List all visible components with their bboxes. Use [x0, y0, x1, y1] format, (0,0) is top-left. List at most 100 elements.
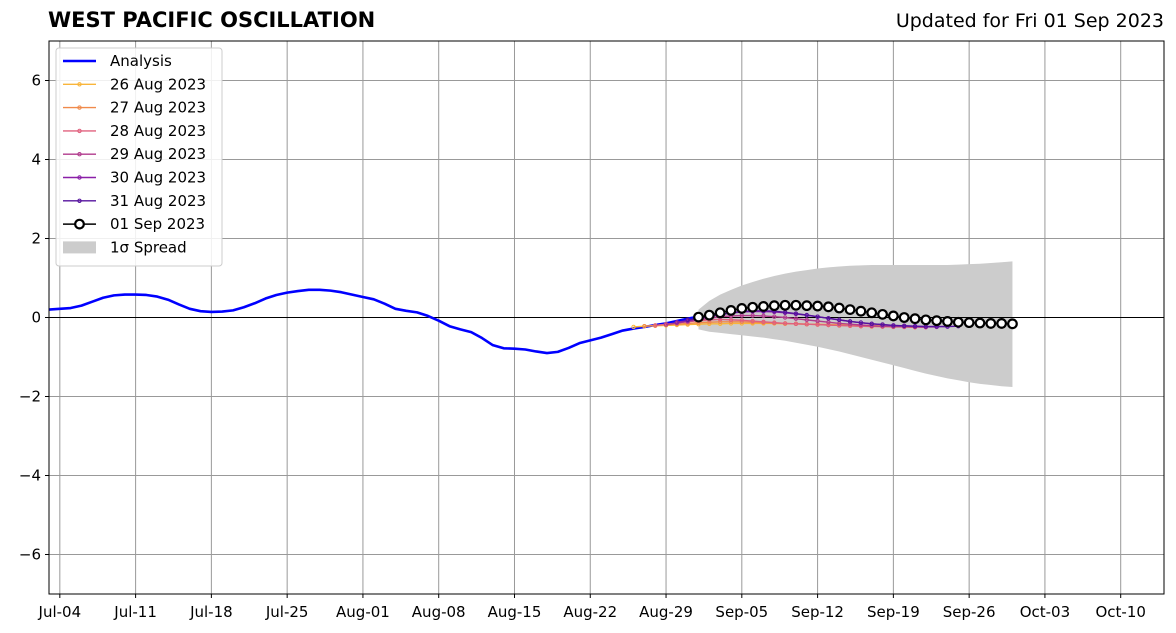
forecast-point [833, 302, 845, 314]
forecast-point [815, 318, 820, 324]
forecast-point [942, 316, 953, 327]
x-tick-label: Aug-08 [412, 603, 466, 621]
analysis-line [49, 288, 699, 355]
forecast-point [837, 317, 842, 323]
forecast-point [880, 322, 885, 327]
y-tick-label: 0 [31, 309, 41, 327]
forecast-point [912, 323, 918, 329]
forecast-point [931, 315, 943, 327]
forecast-point [631, 324, 636, 330]
y-tick-label: −6 [19, 546, 41, 564]
legend-label: 1σ Spread [110, 238, 187, 256]
forecast-point [898, 312, 910, 323]
legend-marker [77, 175, 82, 180]
forecast-point [920, 314, 932, 326]
legend-marker [77, 152, 82, 157]
forecast-point [891, 323, 896, 328]
forecast-point [772, 314, 777, 319]
x-tick-label: Aug-22 [563, 603, 617, 621]
chart-subtitle: Updated for Fri 01 Sep 2023 [895, 10, 1164, 32]
forecast-point [826, 316, 831, 321]
x-tick-label: Sep-26 [943, 603, 996, 621]
forecast-point [793, 311, 799, 316]
x-tick-label: Jul-11 [113, 603, 157, 621]
forecast-point [804, 322, 809, 327]
y-tick-label: 6 [31, 72, 41, 90]
forecast-point [801, 300, 813, 312]
forecast-point [758, 301, 769, 312]
x-tick-label: Sep-12 [791, 603, 844, 621]
legend-marker [74, 218, 85, 230]
forecast-point [963, 317, 975, 329]
legend-swatch-spread [63, 241, 96, 254]
forecast-point [782, 310, 788, 315]
forecast-point [761, 313, 766, 319]
forecast-point [823, 301, 834, 313]
legend-marker [77, 82, 82, 87]
forecast-point [855, 305, 867, 317]
forecast-point [847, 319, 853, 324]
forecast-point [858, 320, 864, 325]
x-tick-label: Jul-04 [38, 603, 82, 621]
forecast-point [736, 303, 748, 314]
legend-marker [77, 128, 82, 134]
legend-label: Analysis [110, 52, 172, 70]
forecast-point [869, 321, 874, 327]
forecast-point [866, 307, 878, 319]
forecast-point [826, 322, 831, 328]
x-tick-label: Oct-10 [1095, 603, 1145, 621]
forecast-point [782, 315, 788, 320]
forecast-point [887, 310, 899, 322]
legend-label: 31 Aug 2023 [110, 192, 206, 210]
axis-ticks: Jul-04 Jul-11 Jul-18 Jul-25 Aug-01 Aug-08 Aug-… [19, 72, 1146, 622]
y-tick-label: 4 [31, 151, 41, 169]
chart-title: WEST PACIFIC OSCILLATION [48, 8, 376, 32]
forecast-point [847, 322, 853, 327]
forecast-point [725, 304, 737, 316]
forecast-point [812, 300, 823, 312]
legend-label: 28 Aug 2023 [110, 122, 206, 140]
x-tick-label: Aug-01 [336, 603, 390, 621]
y-tick-label: 2 [31, 230, 41, 248]
forecast-point [974, 317, 986, 329]
forecast-point [793, 321, 799, 327]
forecast-point [653, 323, 658, 328]
forecast-point [728, 317, 734, 323]
forecast-point [804, 312, 809, 318]
forecast-point [768, 300, 780, 312]
forecast-point [901, 323, 907, 328]
forecast-point [750, 318, 755, 324]
forecast-point [747, 301, 759, 313]
legend-label: 30 Aug 2023 [110, 169, 206, 187]
forecast-point [779, 299, 791, 311]
forecast-point [844, 304, 856, 316]
forecast-point [761, 319, 766, 325]
forecast-point [693, 311, 704, 323]
forecast-point [952, 316, 964, 328]
forecast-point [815, 314, 820, 319]
series-layer [49, 288, 1018, 355]
y-tick-label: −4 [19, 467, 41, 485]
forecast-point [674, 320, 680, 325]
forecast-point [1007, 318, 1018, 330]
forecast-point [750, 313, 755, 318]
forecast-point [996, 318, 1008, 329]
x-tick-label: Aug-29 [639, 603, 693, 621]
legend-box [55, 47, 223, 267]
forecast-point [685, 317, 690, 323]
y-tick-label: −2 [19, 388, 41, 406]
x-tick-label: Jul-25 [265, 603, 309, 621]
legend-marker [77, 105, 82, 110]
forecast-point [985, 318, 997, 329]
forecast-point [703, 309, 715, 321]
forecast-point [826, 320, 831, 325]
legend-label: 29 Aug 2023 [110, 145, 206, 163]
forecast-point [804, 317, 809, 323]
x-tick-label: Aug-15 [488, 603, 542, 621]
legend-label: 26 Aug 2023 [110, 75, 206, 93]
forecast-point [642, 323, 647, 329]
forecast-point [663, 322, 669, 327]
forecast-point [782, 321, 788, 326]
forecast-point [793, 316, 799, 321]
